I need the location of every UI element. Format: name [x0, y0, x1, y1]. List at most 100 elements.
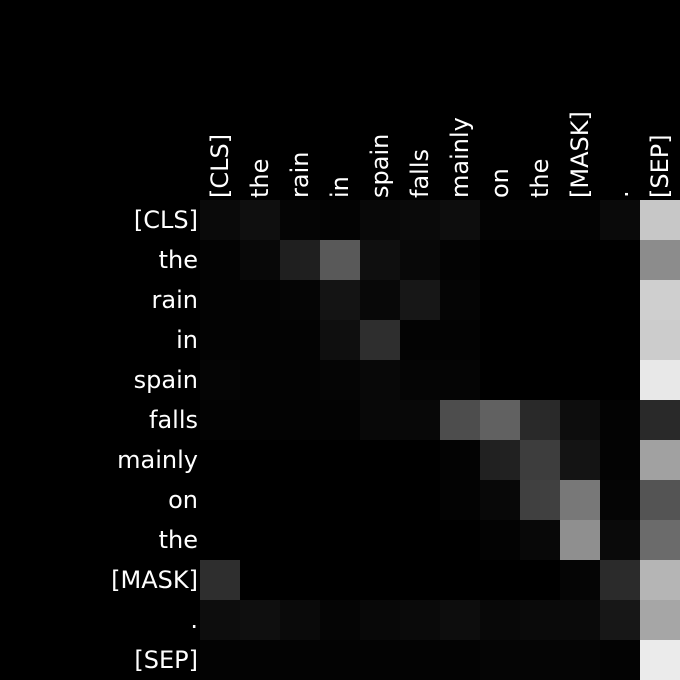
cell-3-11: [640, 320, 680, 360]
cell-11-8: [520, 640, 560, 680]
cell-3-1: [240, 320, 280, 360]
cell-2-7: [480, 280, 520, 320]
cell-2-5: [400, 280, 440, 320]
cell-7-0: [200, 480, 240, 520]
cell-10-3: [320, 600, 360, 640]
cell-1-8: [520, 240, 560, 280]
cell-6-4: [360, 440, 400, 480]
cell-0-8: [520, 200, 560, 240]
cell-5-11: [640, 400, 680, 440]
cell-5-3: [320, 400, 360, 440]
cell-6-6: [440, 440, 480, 480]
cell-11-5: [400, 640, 440, 680]
cell-8-3: [320, 520, 360, 560]
cell-3-5: [400, 320, 440, 360]
cell-10-6: [440, 600, 480, 640]
cell-7-11: [640, 480, 680, 520]
cell-6-1: [240, 440, 280, 480]
cell-3-2: [280, 320, 320, 360]
cell-3-3: [320, 320, 360, 360]
cell-4-11: [640, 360, 680, 400]
cell-9-10: [600, 560, 640, 600]
cell-5-1: [240, 400, 280, 440]
cell-4-1: [240, 360, 280, 400]
cell-6-3: [320, 440, 360, 480]
cell-5-6: [440, 400, 480, 440]
cell-4-2: [280, 360, 320, 400]
cell-8-8: [520, 520, 560, 560]
column-labels: [CLS] the rain in spain falls mainly on the [MASK…: [206, 111, 674, 198]
cell-11-2: [280, 640, 320, 680]
cell-5-2: [280, 400, 320, 440]
row-label-9: [MASK]: [111, 566, 198, 594]
cell-7-10: [600, 480, 640, 520]
cell-8-4: [360, 520, 400, 560]
cell-2-6: [440, 280, 480, 320]
row-label-4: spain: [134, 366, 198, 394]
cell-3-10: [600, 320, 640, 360]
cell-0-9: [560, 200, 600, 240]
column-label-9: [MASK]: [566, 111, 594, 198]
cell-8-9: [560, 520, 600, 560]
cell-11-0: [200, 640, 240, 680]
cell-11-1: [240, 640, 280, 680]
cell-11-3: [320, 640, 360, 680]
cell-3-6: [440, 320, 480, 360]
row-label-2: rain: [152, 286, 198, 314]
cell-2-8: [520, 280, 560, 320]
cell-0-0: [200, 200, 240, 240]
row-label-0: [CLS]: [134, 206, 198, 234]
cell-1-7: [480, 240, 520, 280]
column-label-1: the: [246, 159, 274, 198]
cell-10-5: [400, 600, 440, 640]
cell-5-7: [480, 400, 520, 440]
cell-3-4: [360, 320, 400, 360]
column-label-2: rain: [286, 152, 314, 198]
cell-0-5: [400, 200, 440, 240]
cell-8-0: [200, 520, 240, 560]
cell-5-9: [560, 400, 600, 440]
cell-2-2: [280, 280, 320, 320]
cell-10-10: [600, 600, 640, 640]
column-label-4: spain: [366, 134, 394, 198]
cell-4-10: [600, 360, 640, 400]
cell-10-7: [480, 600, 520, 640]
cell-4-0: [200, 360, 240, 400]
cell-9-3: [320, 560, 360, 600]
column-label-10: .: [606, 190, 634, 198]
column-label-11: [SEP]: [646, 134, 674, 198]
cell-11-11: [640, 640, 680, 680]
cell-5-10: [600, 400, 640, 440]
cell-5-0: [200, 400, 240, 440]
cell-4-8: [520, 360, 560, 400]
cell-10-4: [360, 600, 400, 640]
cell-8-11: [640, 520, 680, 560]
cell-1-1: [240, 240, 280, 280]
cell-9-0: [200, 560, 240, 600]
cell-1-6: [440, 240, 480, 280]
column-label-3: in: [326, 176, 354, 198]
cell-4-5: [400, 360, 440, 400]
cell-9-6: [440, 560, 480, 600]
cell-2-11: [640, 280, 680, 320]
cell-3-8: [520, 320, 560, 360]
cell-1-10: [600, 240, 640, 280]
cell-7-6: [440, 480, 480, 520]
cell-0-10: [600, 200, 640, 240]
cell-11-7: [480, 640, 520, 680]
cell-9-11: [640, 560, 680, 600]
cell-6-0: [200, 440, 240, 480]
cell-8-10: [600, 520, 640, 560]
cell-8-7: [480, 520, 520, 560]
cell-2-10: [600, 280, 640, 320]
cell-8-2: [280, 520, 320, 560]
cell-0-1: [240, 200, 280, 240]
cell-4-4: [360, 360, 400, 400]
cell-7-1: [240, 480, 280, 520]
cell-6-9: [560, 440, 600, 480]
cell-0-2: [280, 200, 320, 240]
column-label-5: falls: [406, 149, 434, 198]
cell-6-11: [640, 440, 680, 480]
row-label-8: the: [159, 526, 198, 554]
